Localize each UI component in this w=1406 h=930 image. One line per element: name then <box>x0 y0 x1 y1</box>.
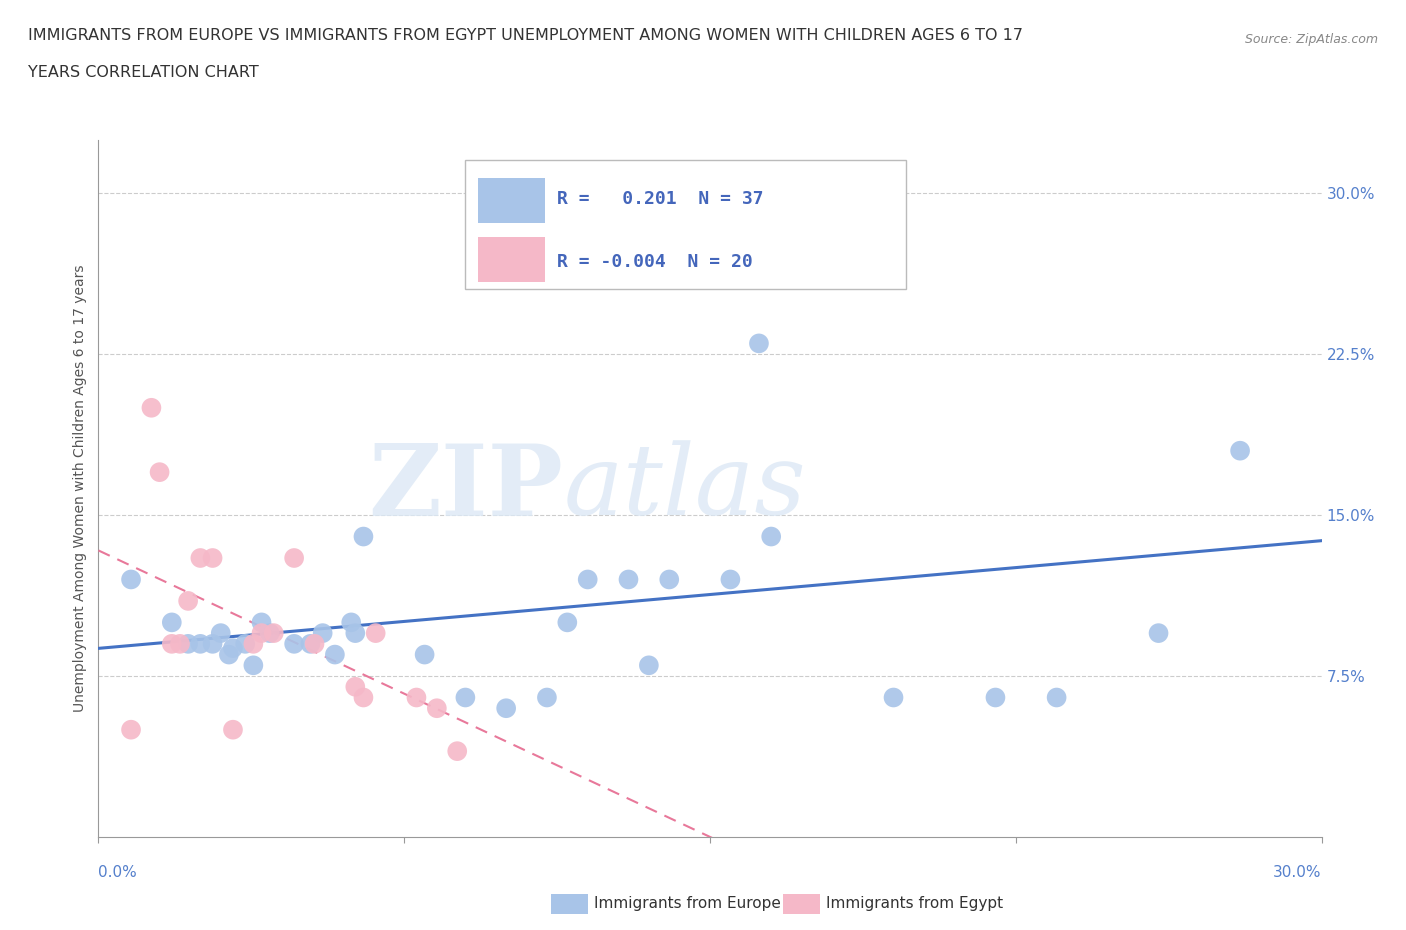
Point <box>426 701 449 716</box>
Point <box>233 636 256 651</box>
Point <box>283 551 305 565</box>
Text: R =   0.201  N = 37: R = 0.201 N = 37 <box>557 190 763 207</box>
Point <box>218 647 240 662</box>
Point <box>323 647 346 662</box>
Text: Immigrants from Europe: Immigrants from Europe <box>593 896 780 910</box>
Point <box>413 647 436 662</box>
Point <box>222 723 245 737</box>
Point <box>304 636 326 651</box>
Point <box>340 615 363 630</box>
Text: YEARS CORRELATION CHART: YEARS CORRELATION CHART <box>28 65 259 80</box>
Point <box>201 551 224 565</box>
Point <box>638 658 661 672</box>
Point <box>446 744 468 759</box>
Y-axis label: Unemployment Among Women with Children Ages 6 to 17 years: Unemployment Among Women with Children A… <box>73 264 87 712</box>
Point <box>160 615 183 630</box>
Bar <box>478 237 546 283</box>
Point <box>658 572 681 587</box>
Point <box>557 615 579 630</box>
Point <box>177 593 200 608</box>
Point <box>299 636 322 651</box>
Point <box>250 615 273 630</box>
Point <box>495 701 517 716</box>
Point <box>364 626 387 641</box>
Point <box>1147 626 1170 641</box>
Text: Source: ZipAtlas.com: Source: ZipAtlas.com <box>1244 33 1378 46</box>
Point <box>1045 690 1069 705</box>
Point <box>177 636 200 651</box>
Point <box>352 529 374 544</box>
Point <box>259 626 281 641</box>
Point <box>222 641 245 656</box>
Point <box>576 572 599 587</box>
Point <box>405 690 427 705</box>
Point <box>720 572 742 587</box>
Point <box>883 690 905 705</box>
Text: atlas: atlas <box>564 441 806 536</box>
Text: R = -0.004  N = 20: R = -0.004 N = 20 <box>557 253 752 271</box>
Point <box>169 636 191 651</box>
Point <box>454 690 477 705</box>
Point <box>263 626 285 641</box>
Point <box>761 529 783 544</box>
Point <box>201 636 224 651</box>
Point <box>1229 444 1251 458</box>
FancyBboxPatch shape <box>465 161 905 289</box>
Point <box>984 690 1007 705</box>
Text: 0.0%: 0.0% <box>98 865 138 880</box>
Point <box>188 636 212 651</box>
Point <box>344 679 367 694</box>
Point <box>120 723 142 737</box>
Point <box>312 626 335 641</box>
Point <box>120 572 142 587</box>
Point <box>344 626 367 641</box>
Point <box>188 551 212 565</box>
Point <box>801 260 824 275</box>
Point <box>141 400 163 415</box>
Point <box>242 636 264 651</box>
Point <box>352 690 374 705</box>
Text: IMMIGRANTS FROM EUROPE VS IMMIGRANTS FROM EGYPT UNEMPLOYMENT AMONG WOMEN WITH CH: IMMIGRANTS FROM EUROPE VS IMMIGRANTS FRO… <box>28 28 1024 43</box>
Point <box>209 626 232 641</box>
Point <box>160 636 183 651</box>
Point <box>250 626 273 641</box>
Point <box>242 658 264 672</box>
Point <box>748 336 770 351</box>
Text: Immigrants from Egypt: Immigrants from Egypt <box>827 896 1004 910</box>
Point <box>149 465 172 480</box>
Text: 30.0%: 30.0% <box>1274 865 1322 880</box>
Point <box>617 572 640 587</box>
Point <box>283 636 305 651</box>
Bar <box>551 895 588 913</box>
Text: ZIP: ZIP <box>368 440 564 537</box>
Point <box>536 690 558 705</box>
Bar <box>478 178 546 223</box>
Bar <box>783 895 820 913</box>
